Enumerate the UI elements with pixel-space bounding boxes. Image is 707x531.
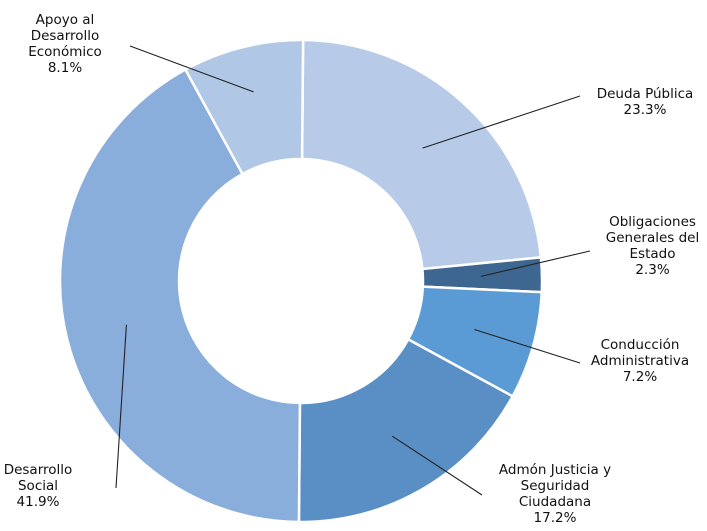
- label-name-line: Apoyo al: [35, 12, 95, 28]
- label-apoyo: Apoyo al Desarrollo Económico 8.1%: [2, 12, 128, 76]
- label-percent: 8.1%: [47, 60, 83, 76]
- slices-group: [58, 38, 544, 524]
- label-name-line: Conducción: [600, 337, 680, 353]
- label-deuda: Deuda Pública 23.3%: [585, 86, 705, 118]
- label-percent: 41.9%: [16, 494, 60, 510]
- label-percent: 17.2%: [533, 510, 577, 526]
- slice-apoyo: [183, 38, 305, 176]
- label-percent: 2.3%: [635, 262, 670, 278]
- slice-deuda: [300, 38, 543, 271]
- label-name-line: Generales del: [605, 230, 700, 246]
- label-percent: 7.2%: [622, 369, 658, 385]
- label-oblig: Obligaciones Generales del Estado 2.3%: [598, 214, 707, 278]
- label-name-line: Admón Justicia y: [498, 462, 612, 478]
- slice-social: [58, 67, 302, 524]
- leader-lines-group: [115, 45, 591, 496]
- leader-line-oblig: [480, 250, 591, 277]
- label-name-line: Obligaciones: [609, 214, 696, 230]
- label-name-line: Deuda Pública: [596, 86, 694, 102]
- label-name-line: Administrativa: [590, 353, 690, 369]
- label-name-line: Estado: [629, 246, 676, 262]
- label-name-line: Desarrollo: [3, 462, 73, 478]
- slice-justicia: [297, 337, 515, 524]
- label-name-line: Seguridad: [520, 478, 590, 494]
- label-name-line: Desarrollo: [30, 28, 100, 44]
- leader-line-justicia: [391, 435, 483, 496]
- label-justicia: Admón Justicia y Seguridad Ciudadana 17.2%: [480, 462, 630, 526]
- leader-line-apoyo: [129, 45, 254, 93]
- label-name-line: Ciudadana: [518, 494, 592, 510]
- label-conduc: Conducción Administrativa 7.2%: [580, 337, 700, 385]
- leader-line-social: [115, 324, 127, 489]
- label-social: Desarrollo Social 41.9%: [0, 462, 76, 510]
- leader-line-deuda: [422, 95, 581, 149]
- label-name-line: Social: [17, 478, 59, 494]
- label-name-line: Económico: [28, 44, 102, 60]
- label-percent: 23.3%: [623, 102, 667, 118]
- leader-line-conduc: [474, 328, 581, 364]
